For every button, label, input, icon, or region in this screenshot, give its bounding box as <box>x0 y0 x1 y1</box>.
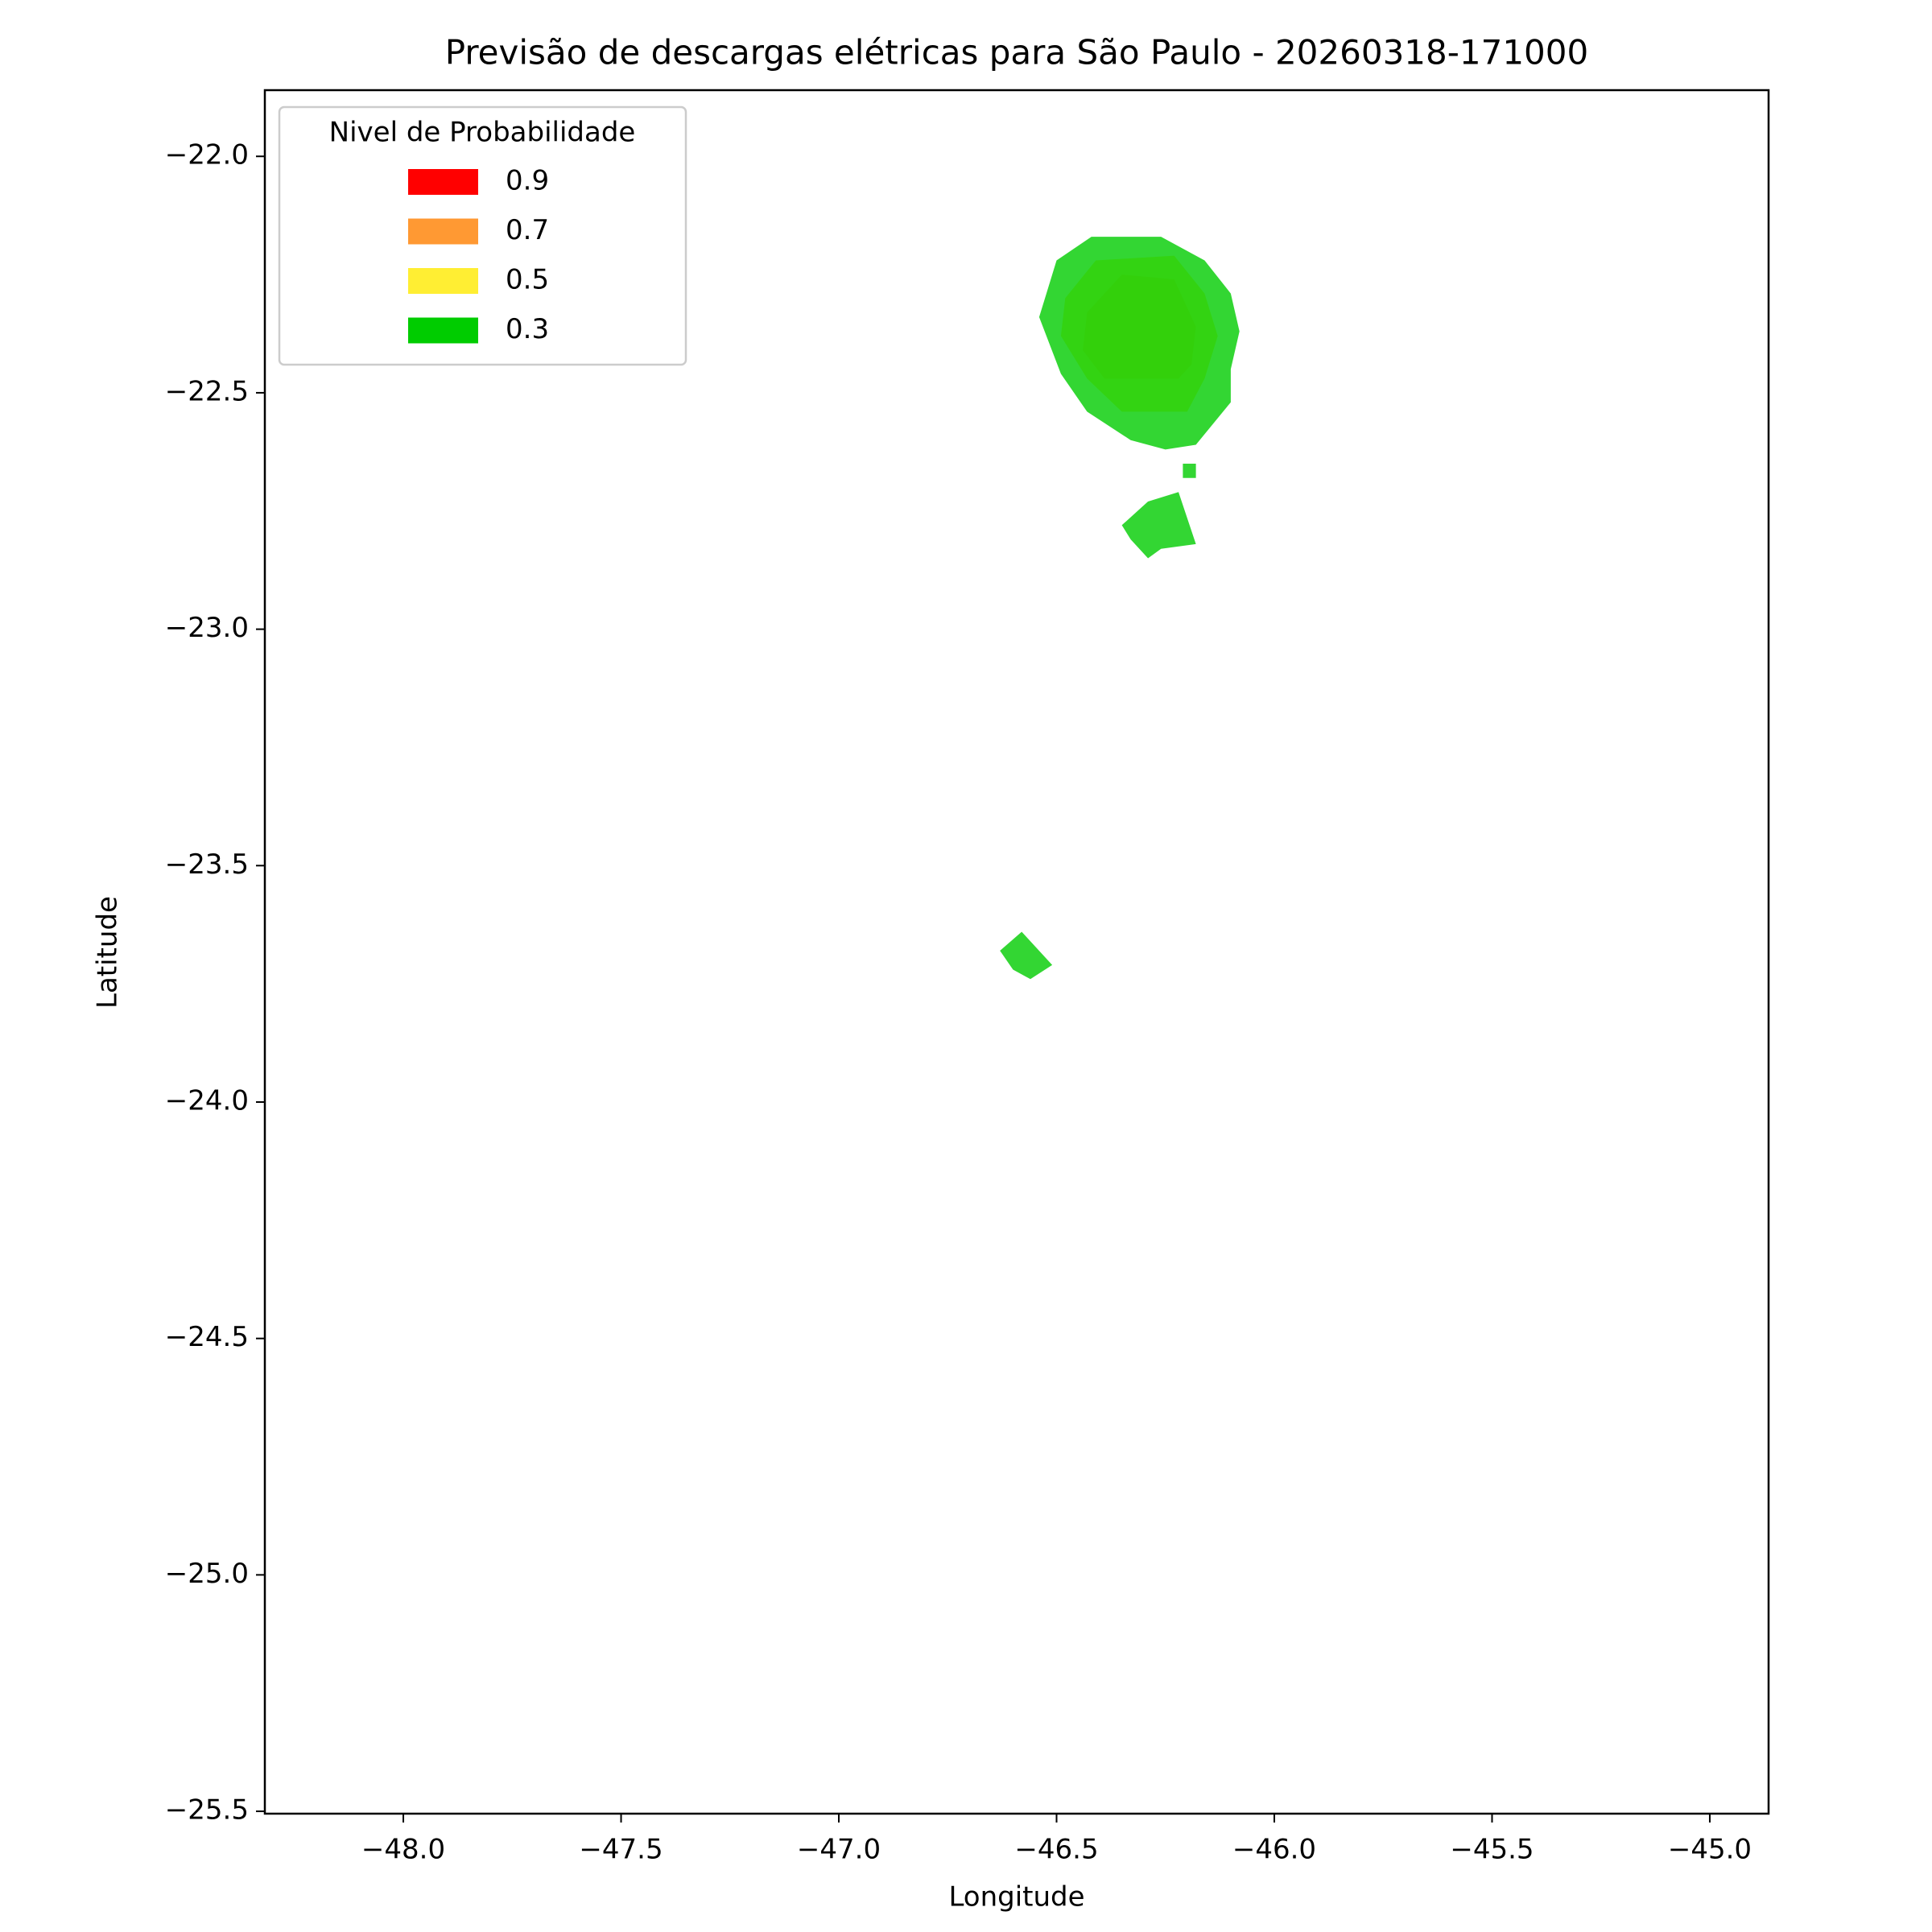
y-tick-label: −25.5 <box>165 1794 249 1827</box>
y-tick-label: −24.0 <box>165 1084 249 1117</box>
contour-region <box>1183 464 1196 478</box>
legend-swatch <box>408 218 478 245</box>
y-tick-label: −22.5 <box>165 375 249 407</box>
legend-title: Nivel de Probabilidade <box>329 117 636 149</box>
x-tick-label: −47.5 <box>579 1834 663 1866</box>
contour-region <box>1038 237 1240 450</box>
plot-frame <box>263 89 1770 1815</box>
legend-swatch <box>408 268 478 294</box>
legend-label: 0.3 <box>506 313 549 345</box>
y-tick-label: −25.0 <box>165 1558 249 1590</box>
y-tick-label: −22.0 <box>165 139 249 171</box>
y-axis-label: Latitude <box>92 896 124 1009</box>
contour-region <box>1000 931 1053 980</box>
legend-label: 0.9 <box>506 165 549 197</box>
x-tick-label: −46.0 <box>1232 1834 1316 1866</box>
contour-region <box>1121 492 1196 559</box>
legend-box <box>278 105 687 366</box>
y-tick-label: −23.0 <box>165 612 249 644</box>
x-axis-label: Longitude <box>948 1881 1084 1913</box>
legend: Nivel de Probabilidade 0.9 0.7 0.5 0.3 <box>278 105 687 366</box>
x-tick-label: −45.0 <box>1668 1834 1752 1866</box>
y-tick-label: −24.5 <box>165 1321 249 1353</box>
x-tick-label: −46.5 <box>1014 1834 1098 1866</box>
x-tick-label: −48.0 <box>361 1834 445 1866</box>
legend-swatch <box>408 169 478 195</box>
legend-label: 0.7 <box>506 214 549 246</box>
x-tick-label: −45.5 <box>1450 1834 1534 1866</box>
y-tick-label: −23.5 <box>165 848 249 881</box>
legend-label: 0.5 <box>506 264 549 296</box>
x-tick-label: −47.0 <box>797 1834 881 1866</box>
chart-title: Previsão de descargas elétricas para São… <box>445 33 1588 72</box>
legend-swatch <box>408 317 478 344</box>
